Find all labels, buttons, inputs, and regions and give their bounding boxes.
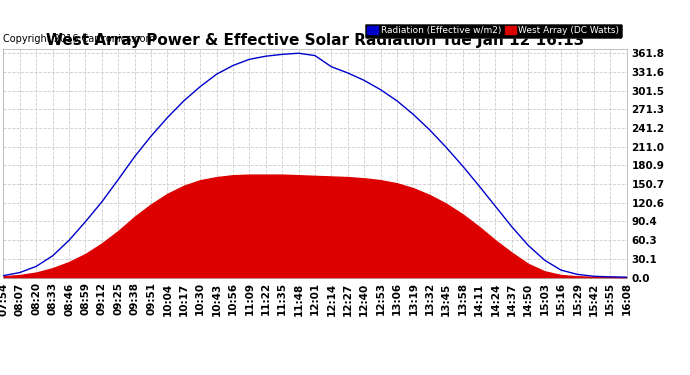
Text: Copyright 2016 Cartronics.com: Copyright 2016 Cartronics.com <box>3 34 155 44</box>
Legend: Radiation (Effective w/m2), West Array (DC Watts): Radiation (Effective w/m2), West Array (… <box>364 24 622 38</box>
Title: West Array Power & Effective Solar Radiation Tue Jan 12 16:13: West Array Power & Effective Solar Radia… <box>46 33 584 48</box>
